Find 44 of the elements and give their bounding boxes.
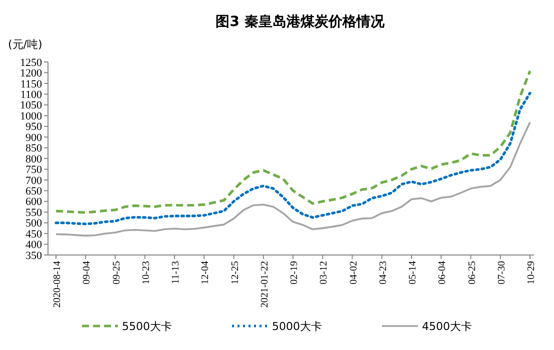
y-tick-label: 400: [26, 239, 42, 252]
x-tick-label: 05-14: [408, 261, 418, 284]
x-tick-label: 11-13: [170, 261, 182, 284]
legend-label: 5000大卡: [272, 320, 322, 333]
x-tick-label: 06-04: [437, 261, 448, 284]
x-tick-label: 06-25: [466, 261, 478, 284]
y-tick-label: 550: [26, 206, 42, 219]
line-series: [54, 70, 532, 214]
y-tick-label: 1250: [20, 56, 42, 69]
y-tick-label: 950: [26, 121, 42, 134]
y-tick-label: 750: [26, 164, 42, 176]
x-tick-label: 09-04: [82, 261, 93, 284]
y-tick-label: 450: [26, 228, 42, 240]
x-tick-label: 10-29: [526, 261, 537, 284]
y-tick-label: 1200: [20, 68, 42, 80]
x-tick-label: 07-30: [496, 261, 508, 284]
y-tick-label: 350: [26, 250, 42, 262]
line-series: [54, 92, 532, 226]
y-axis-title: (元/吨): [8, 38, 42, 51]
x-tick-label: 04-23: [378, 261, 389, 284]
line-series: [55, 121, 531, 237]
x-tick-label: 03-12: [318, 261, 330, 284]
y-tick-label: 500: [26, 218, 42, 230]
y-tick-label: 1100: [20, 89, 42, 102]
x-tick-label: 12-25: [230, 261, 241, 284]
y-tick-label: 800: [26, 153, 42, 166]
x-tick-label: 09-25: [111, 261, 122, 284]
x-tick-label: 2021-01-22: [259, 261, 270, 308]
x-tick-label: 02-19: [289, 261, 300, 284]
y-tick-label: 600: [26, 196, 42, 208]
y-tick-label: 850: [26, 142, 42, 155]
y-tick-label: 1150: [20, 78, 42, 90]
y-tick-label: 1000: [20, 110, 42, 122]
x-tick-label: 12-04: [200, 261, 212, 284]
y-tick-label: 700: [26, 174, 42, 187]
y-tick-label: 1050: [20, 100, 42, 112]
legend-label: 5500大卡: [122, 320, 172, 333]
chart-title: 图3 秦皇岛港煤炭价格情况: [216, 14, 386, 30]
y-tick-label: 650: [26, 186, 42, 198]
x-tick-label: 10-23: [140, 261, 152, 284]
legend-label: 4500大卡: [422, 320, 472, 333]
y-tick-label: 900: [26, 132, 42, 144]
x-tick-label: 04-02: [348, 261, 360, 284]
x-tick-label: 2020-08-14: [52, 261, 63, 308]
